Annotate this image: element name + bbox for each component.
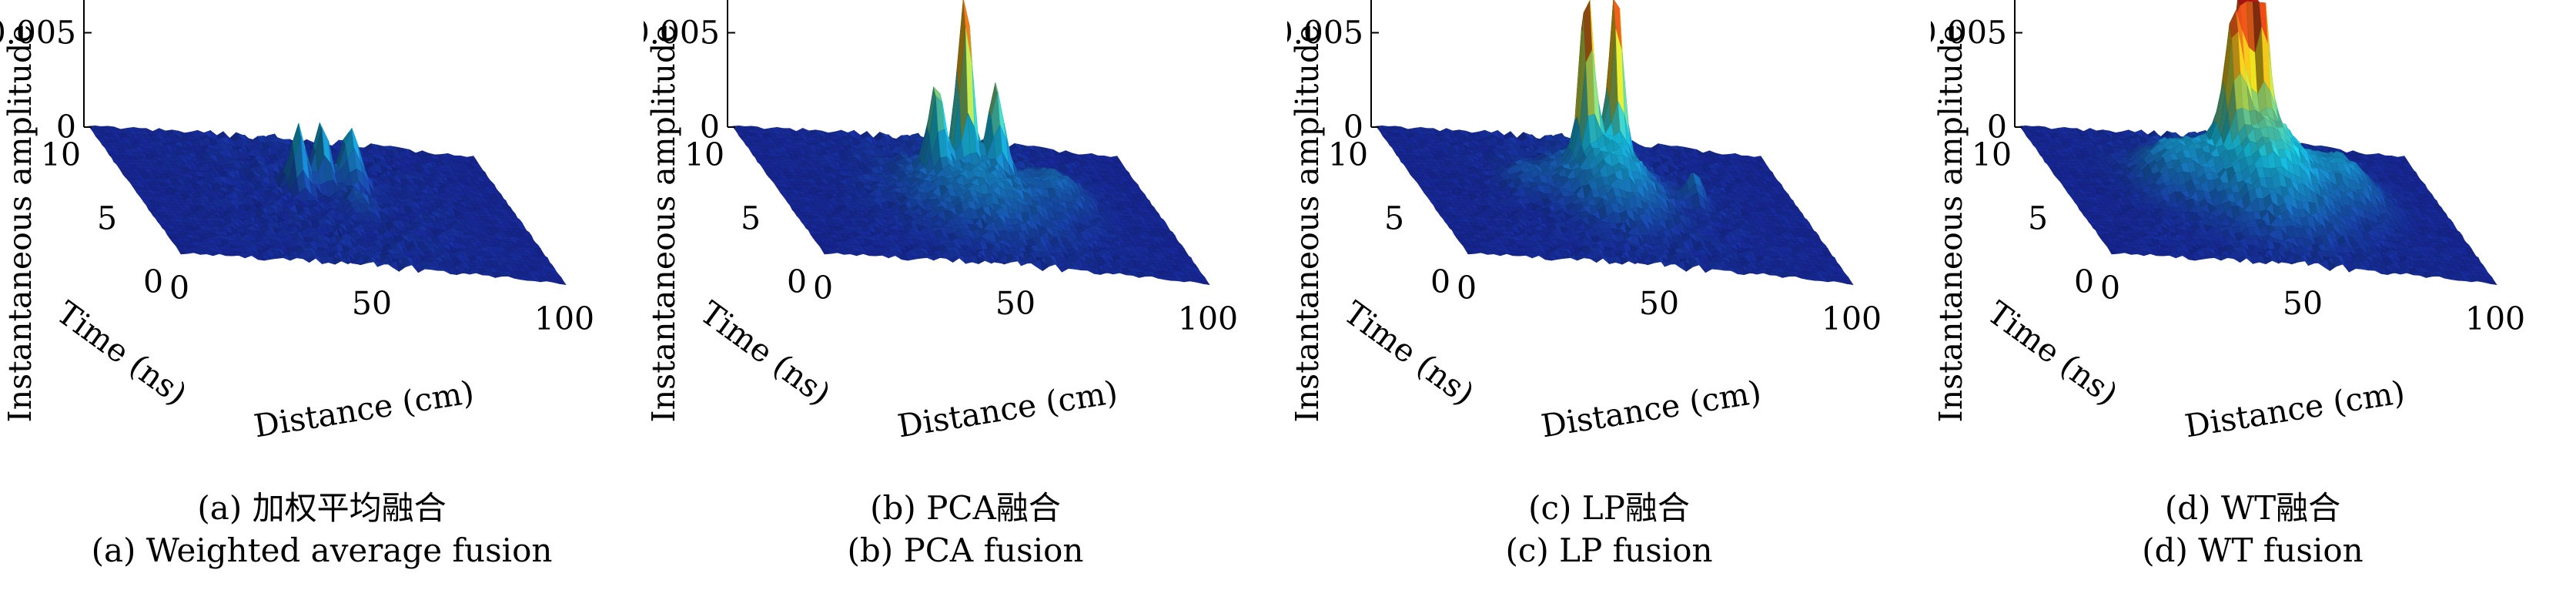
x-tick-label: 100 bbox=[1178, 300, 1238, 337]
y-axis-label: Time (ns) bbox=[694, 294, 838, 413]
y-tick-label: 0 bbox=[143, 263, 163, 300]
y-tick-label: 0 bbox=[787, 263, 807, 300]
x-axis-label: Distance (cm) bbox=[252, 374, 477, 445]
x-tick-label: 100 bbox=[534, 300, 594, 337]
z-tick-label: 0.005 bbox=[0, 15, 76, 52]
surface-cell bbox=[1200, 280, 1210, 285]
y-tick-label: 10 bbox=[41, 136, 81, 173]
x-tick-label: 0 bbox=[813, 270, 833, 307]
caption-cn-b: (b) PCA融合 bbox=[870, 489, 1061, 527]
z-axis-label: Instantaneous amplitude bbox=[2, 25, 38, 423]
z-tick-label: 0 bbox=[56, 109, 76, 146]
surface-mesh bbox=[88, 122, 567, 285]
z-tick-label: 0 bbox=[700, 109, 720, 146]
caption-en-a: (a) Weighted average fusion bbox=[91, 531, 553, 569]
y-tick-label: 5 bbox=[97, 200, 117, 237]
caption-en-b: (b) PCA fusion bbox=[847, 531, 1084, 569]
z-tick-label: 0.005 bbox=[644, 15, 720, 52]
x-axis-label: Distance (cm) bbox=[895, 374, 1120, 445]
surface-mesh bbox=[731, 0, 1210, 285]
z-axis-label: Instantaneous amplitude bbox=[645, 25, 682, 423]
y-tick-label: 5 bbox=[741, 200, 761, 237]
x-tick-label: 50 bbox=[995, 285, 1035, 322]
y-tick-label: 10 bbox=[684, 136, 724, 173]
y-axis-label: Time (ns) bbox=[50, 294, 194, 413]
x-tick-label: 0 bbox=[169, 270, 189, 307]
caption-cn-a: (a) 加权平均融合 bbox=[197, 489, 447, 527]
x-tick-label: 50 bbox=[352, 285, 392, 322]
surface-mesh bbox=[1375, 0, 1854, 285]
surface-cell bbox=[557, 280, 567, 285]
